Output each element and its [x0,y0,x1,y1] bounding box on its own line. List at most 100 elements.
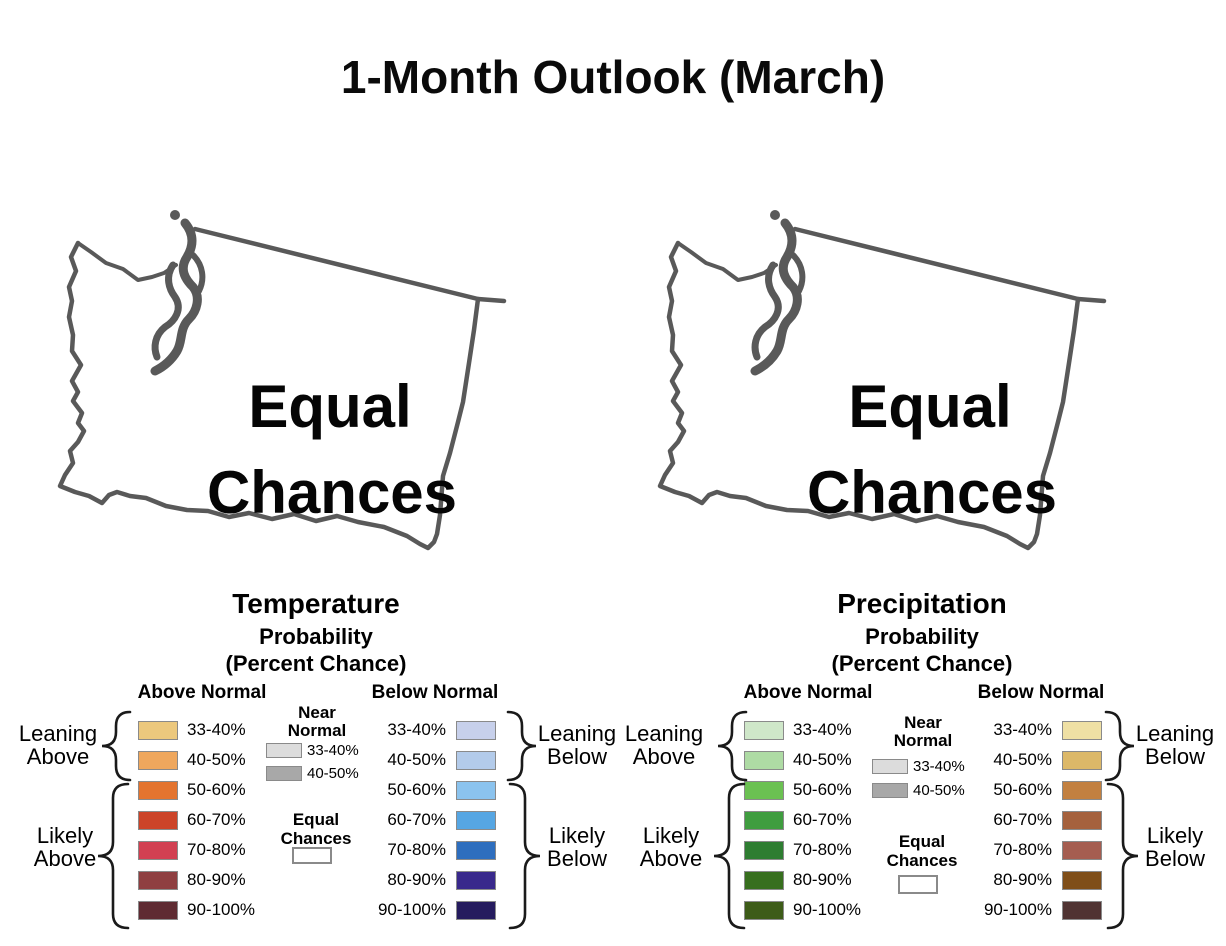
probability-swatch [138,810,178,830]
above-normal-row: 60-70% [744,810,861,830]
below-normal-row: 40-50% [368,750,496,770]
island-dot [170,210,180,220]
probability-swatch [744,840,784,860]
probability-swatch [1062,780,1102,800]
near-normal-swatch [266,766,302,781]
probability-label: 60-70% [387,810,446,829]
probability-label: 33-40% [793,720,852,739]
probability-swatch [138,870,178,890]
near-normal-row: 40-50% [266,765,359,782]
probability-swatch [456,870,496,890]
puget-sound [750,218,802,376]
puget-sound [150,218,202,376]
probability-label: 70-80% [993,840,1052,859]
probability-swatch [456,840,496,860]
below-normal-row: 60-70% [974,810,1102,830]
probability-swatch [1062,900,1102,920]
probability-swatch [1062,870,1102,890]
washington-outline-map: Equal Chances [657,210,1107,551]
near-normal-heading: Near Normal [287,703,347,740]
equal-chances-heading: Equal Chances [280,810,352,848]
probability-label: 50-60% [793,780,852,799]
above-normal-row: 50-60% [744,780,861,800]
below-normal-column: 33-40% 40-50% 50-60% 60-70% 70-80% 80-90% 90-1… [368,720,496,930]
near-normal-label: 40-50% [913,782,965,799]
above-normal-heading: Above Normal [137,682,267,703]
probability-swatch [744,720,784,740]
leaning-below-brace [1104,710,1136,787]
probability-label: 90-100% [793,900,862,919]
above-normal-row: 70-80% [138,840,255,860]
likely-above-brace [712,782,746,935]
leaning-above-brace [716,710,748,787]
below-normal-row: 33-40% [368,720,496,740]
probability-label: 60-70% [187,810,246,829]
probability-label: 40-50% [187,750,246,769]
puget-sound-inlet [151,261,182,361]
below-normal-row: 70-80% [974,840,1102,860]
probability-swatch [456,900,496,920]
above-normal-row: 90-100% [138,900,255,920]
above-normal-column: 33-40% 40-50% 50-60% 60-70% 70-80% 80-90% 90-1… [138,720,255,930]
page-title: 1-Month Outlook (March) [340,51,886,103]
likely-below-label: Likely Below [547,823,607,871]
probability-label: 50-60% [993,780,1052,799]
equal-chances-text-line1: Equal [848,373,1011,440]
near-normal-label: 40-50% [307,765,359,782]
above-normal-row: 33-40% [744,720,861,740]
near-normal-label: 33-40% [913,758,965,775]
below-normal-row: 50-60% [974,780,1102,800]
below-normal-row: 70-80% [368,840,496,860]
probability-swatch [744,870,784,890]
likely-below-brace [508,782,542,935]
below-normal-row: 90-100% [974,900,1102,920]
probability-label: 90-100% [377,900,446,919]
north-coast [676,241,778,282]
probability-label: 50-60% [187,780,246,799]
probability-swatch [744,810,784,830]
probability-swatch [456,780,496,800]
above-normal-heading: Above Normal [743,682,873,703]
north-coast [76,241,178,282]
above-normal-row: 50-60% [138,780,255,800]
probability-label: 90-100% [187,900,256,919]
above-normal-row: 60-70% [138,810,255,830]
likely-below-label: Likely Below [1145,823,1205,871]
below-normal-row: 80-90% [368,870,496,890]
probability-label: 40-50% [993,750,1052,769]
likely-above-label: Likely Above [33,823,97,871]
probability-label: 40-50% [387,750,446,769]
above-normal-row: 70-80% [744,840,861,860]
above-normal-column: 33-40% 40-50% 50-60% 60-70% 70-80% 80-90% 90-1… [744,720,861,930]
leaning-above-label: Leaning Above [624,721,704,769]
above-normal-row: 40-50% [138,750,255,770]
probability-label: 80-90% [187,870,246,889]
near-normal-row: 33-40% [872,758,965,775]
probability-swatch [744,900,784,920]
washington-outline-map: Equal Chances [57,210,507,551]
probability-swatch [456,810,496,830]
below-normal-row: 50-60% [368,780,496,800]
near-normal-swatch [266,743,302,758]
near-normal-row: 40-50% [872,782,965,799]
precipitation-legend: Precipitation Probability (Percent Chanc… [606,580,1226,946]
near-normal-label: 33-40% [307,742,359,759]
state-border [57,226,481,551]
probability-label: 80-90% [387,870,446,889]
probability-swatch [744,750,784,770]
likely-above-brace [96,782,130,935]
probability-label: 33-40% [993,720,1052,739]
equal-chances-swatch [898,875,938,894]
legend-title: Temperature [232,588,400,619]
temperature-legend: Temperature Probability (Percent Chance)… [0,580,632,946]
below-normal-row: 80-90% [974,870,1102,890]
probability-label: 70-80% [387,840,446,859]
below-normal-row: 40-50% [974,750,1102,770]
leaning-above-label: Leaning Above [18,721,98,769]
probability-swatch [138,780,178,800]
near-normal-swatch [872,783,908,798]
probability-swatch [138,840,178,860]
above-normal-row: 40-50% [744,750,861,770]
probability-label: 50-60% [387,780,446,799]
